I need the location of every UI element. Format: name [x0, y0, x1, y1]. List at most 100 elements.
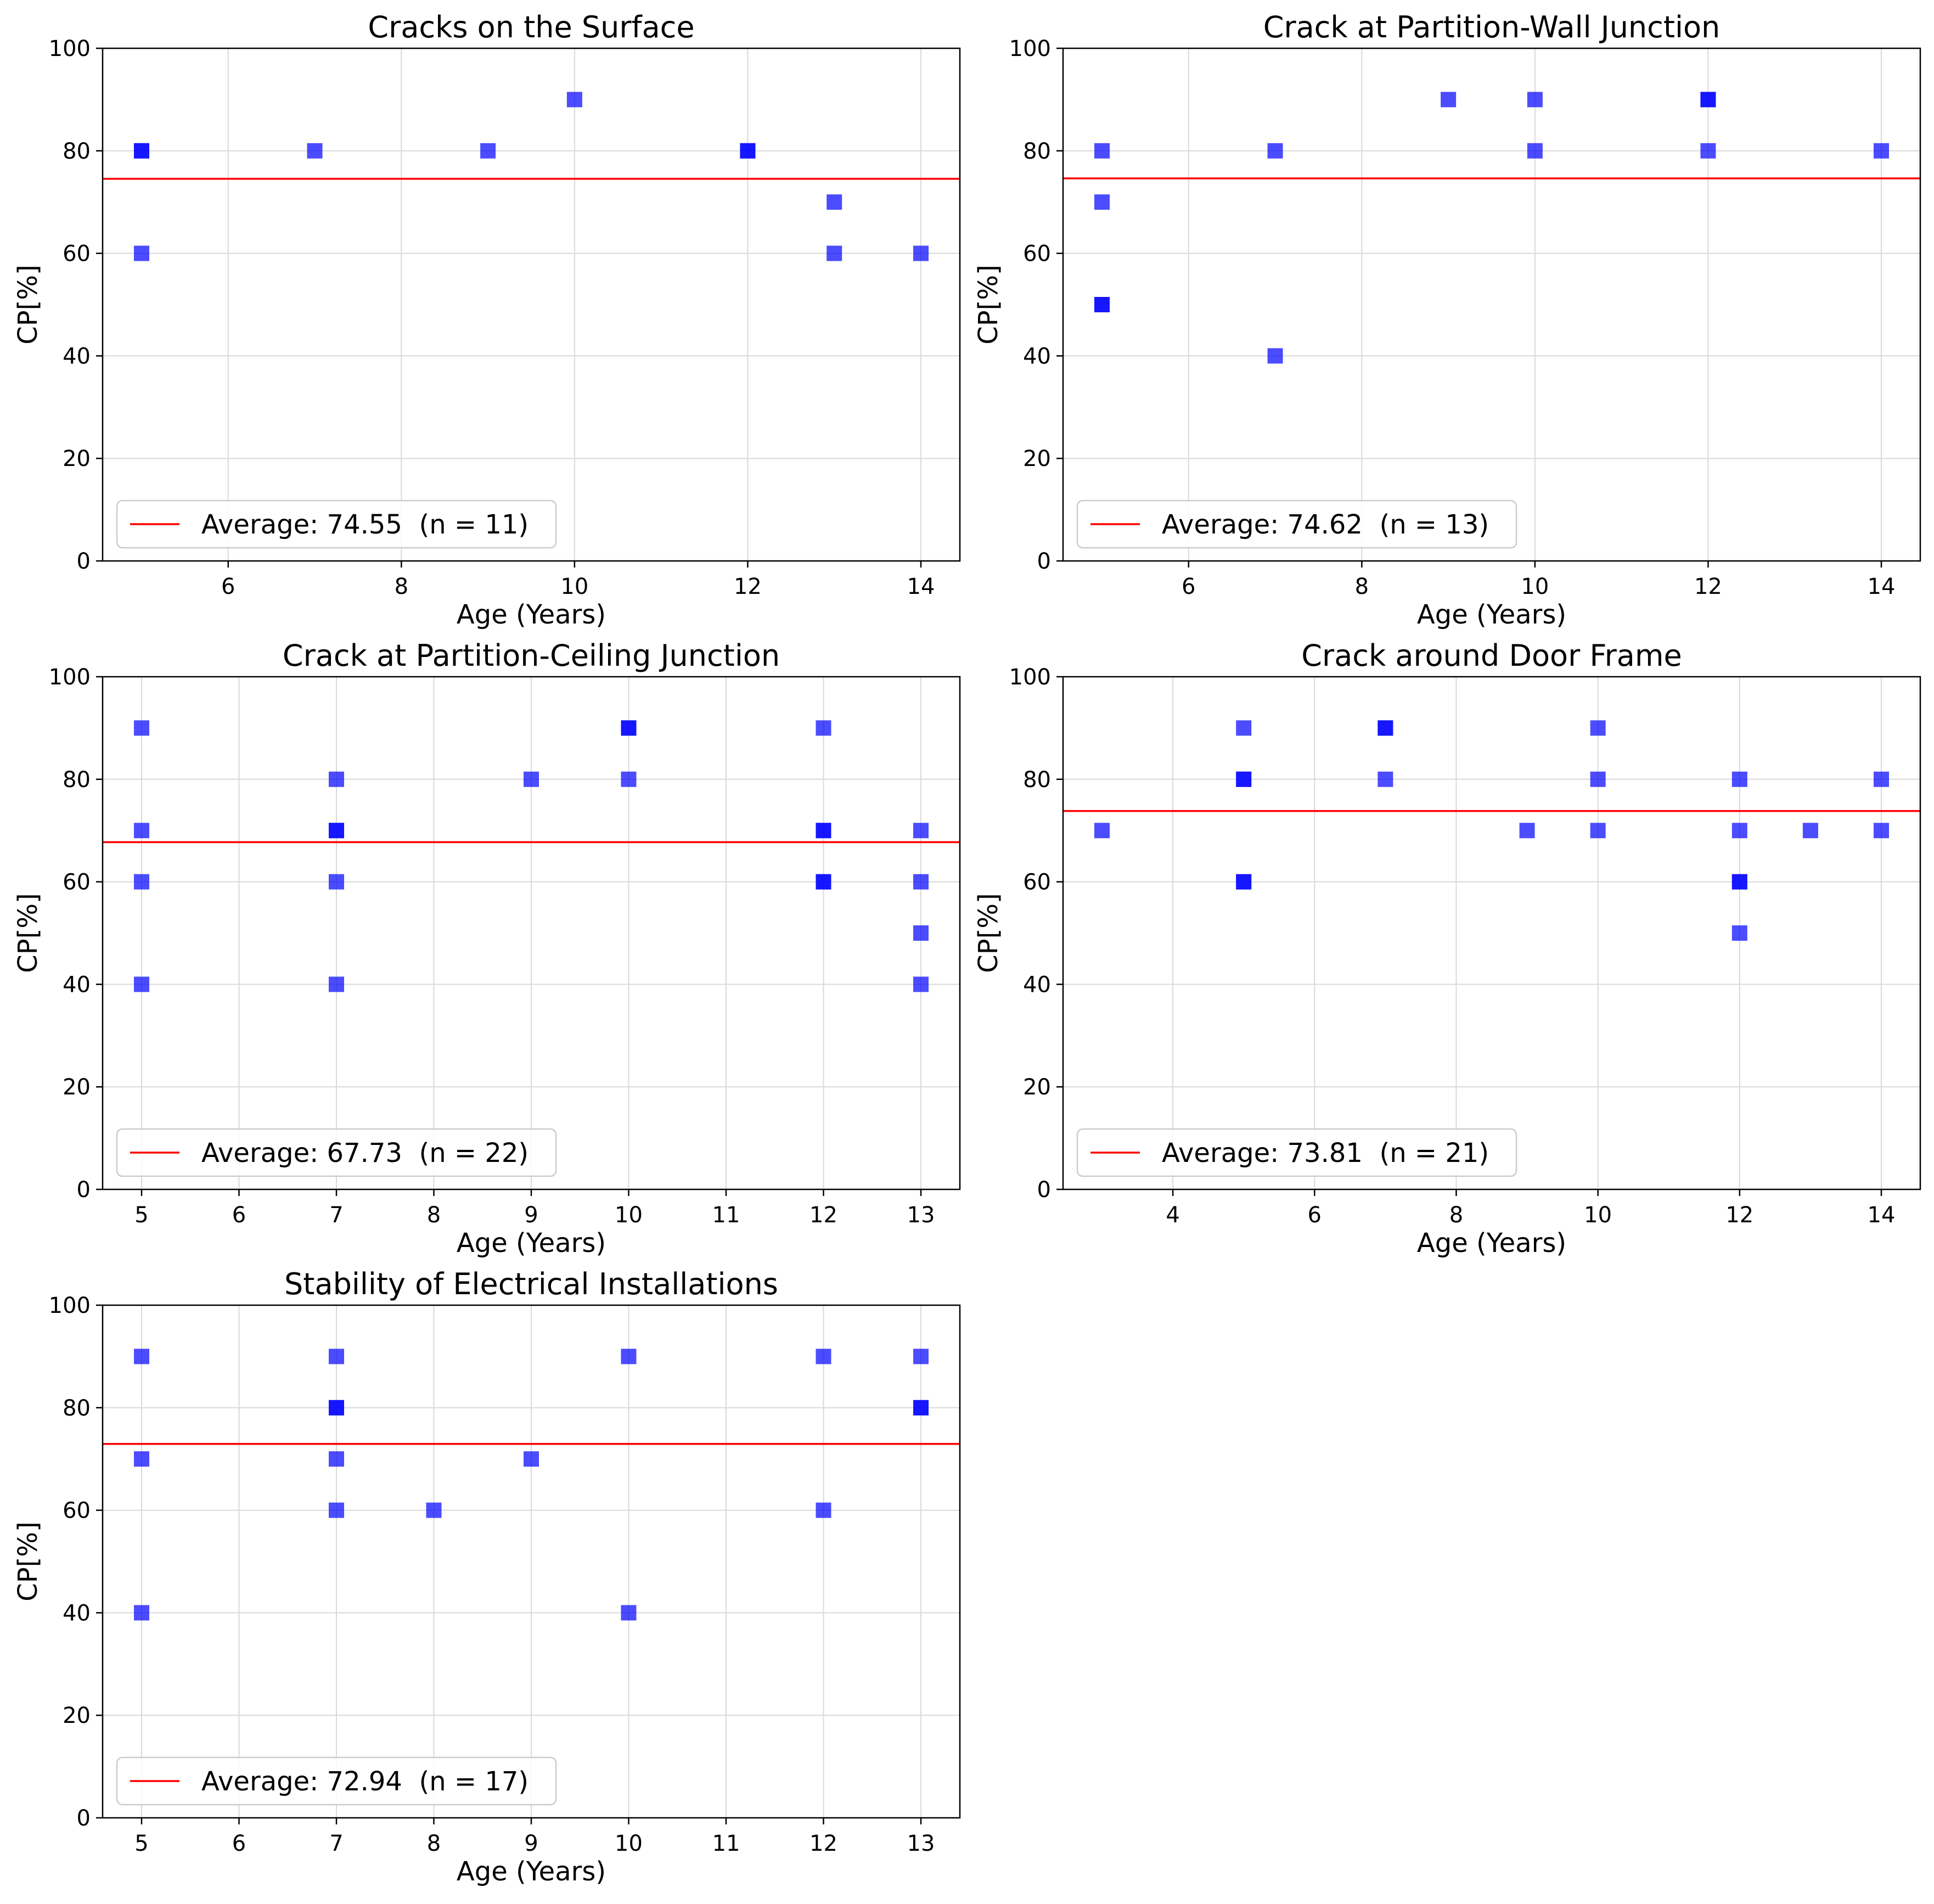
- x-tick-label: 8: [427, 1203, 441, 1228]
- x-tick-label: 11: [712, 1203, 740, 1228]
- legend-label: Average: 73.81 (n = 21): [1162, 1138, 1489, 1169]
- data-point: [134, 976, 149, 992]
- x-tick-label: 6: [1308, 1203, 1322, 1228]
- legend-box: [1076, 499, 1517, 549]
- x-axis-label: Age (Years): [457, 599, 606, 630]
- data-point: [816, 1349, 831, 1364]
- data-point: [913, 245, 929, 261]
- y-tick-label: 80: [1023, 139, 1051, 164]
- data-point: [1236, 771, 1252, 787]
- data-point: [329, 771, 344, 787]
- x-tick-label: 5: [134, 1203, 148, 1228]
- y-tick-label: 100: [1009, 665, 1051, 690]
- data-point: [1874, 823, 1889, 839]
- x-tick-label: 10: [615, 1831, 643, 1856]
- data-point: [1441, 92, 1457, 108]
- data-point: [913, 1400, 929, 1416]
- data-point: [1731, 823, 1747, 839]
- x-tick-label: 9: [524, 1831, 538, 1856]
- chart-panel: 0 20 40 60 80 100 5 6 7 8 9 10 11 12 13 Stability of El…: [13, 1267, 961, 1887]
- x-tick-label: 8: [1449, 1203, 1463, 1228]
- chart-panel: 0 20 40 60 80 100 6 8 10 12 14 Crack at Partition-W…: [973, 10, 1921, 630]
- x-tick-label: 5: [134, 1831, 148, 1856]
- x-axis-label: Age (Years): [1417, 1228, 1566, 1259]
- data-point: [1590, 771, 1606, 787]
- data-point: [426, 1502, 442, 1518]
- data-point: [329, 1502, 344, 1518]
- data-point: [621, 1349, 637, 1364]
- data-point: [1236, 720, 1252, 736]
- data-point: [827, 194, 842, 210]
- data-point: [1378, 771, 1393, 787]
- data-point: [134, 1605, 149, 1621]
- legend-label: Average: 72.94 (n = 17): [201, 1766, 529, 1797]
- y-tick-label: 20: [63, 446, 91, 471]
- data-point: [329, 823, 344, 839]
- legend-label: Average: 74.55 (n = 11): [201, 509, 529, 540]
- data-point: [134, 1451, 149, 1467]
- chart-panel: 0 20 40 60 80 100 5 6 7 8 9 10 11 12 13 Crack at Partit…: [13, 638, 961, 1259]
- chart-title: Crack around Door Frame: [1301, 638, 1682, 673]
- x-tick-label: 14: [907, 574, 935, 599]
- data-point: [329, 1400, 344, 1416]
- plot-frame: [1062, 47, 1921, 562]
- data-point: [134, 874, 149, 890]
- data-point: [816, 720, 831, 736]
- data-point: [913, 925, 929, 941]
- x-tick-label: 8: [1355, 574, 1369, 599]
- y-tick-label: 100: [49, 36, 91, 61]
- data-point: [1094, 143, 1110, 159]
- data-point: [1731, 925, 1747, 941]
- legend: Average: 67.73 (n = 22): [116, 1128, 557, 1177]
- x-tick-label: 8: [427, 1831, 441, 1856]
- data-point: [621, 720, 637, 736]
- data-point: [827, 245, 842, 261]
- y-tick-label: 0: [77, 549, 91, 574]
- data-point: [913, 874, 929, 890]
- x-tick-label: 12: [809, 1831, 837, 1856]
- x-tick-label: 6: [232, 1203, 246, 1228]
- legend-box: [116, 1756, 557, 1806]
- y-tick-label: 80: [63, 139, 91, 164]
- legend-label: Average: 67.73 (n = 22): [201, 1138, 529, 1169]
- data-point: [134, 245, 149, 261]
- data-point: [1267, 143, 1283, 159]
- data-point: [134, 1349, 149, 1364]
- data-point: [1094, 823, 1110, 839]
- data-point: [329, 1349, 344, 1364]
- data-point: [1802, 823, 1818, 839]
- x-tick-label: 6: [221, 574, 235, 599]
- x-axis-label: Age (Years): [457, 1856, 606, 1887]
- data-point: [329, 976, 344, 992]
- chart-panel: 0 20 40 60 80 100 6 8 10 12 14 Cracks on the Surfac…: [13, 10, 961, 630]
- y-tick-label: 60: [63, 1498, 91, 1524]
- chart-title: Crack at Partition-Wall Junction: [1263, 10, 1721, 44]
- x-tick-label: 13: [907, 1203, 935, 1228]
- y-tick-label: 100: [49, 665, 91, 690]
- x-tick-label: 12: [1694, 574, 1722, 599]
- data-point: [1590, 720, 1606, 736]
- y-axis-label: CP[%]: [13, 1521, 43, 1602]
- legend-label: Average: 74.62 (n = 13): [1162, 509, 1489, 540]
- legend-box: [116, 499, 557, 549]
- data-point: [816, 1502, 831, 1518]
- y-tick-label: 80: [1023, 767, 1051, 793]
- y-tick-label: 40: [1023, 344, 1051, 369]
- data-point: [524, 1451, 539, 1467]
- y-tick-label: 60: [63, 870, 91, 895]
- x-tick-label: 11: [712, 1831, 740, 1856]
- y-tick-label: 100: [1009, 36, 1051, 61]
- data-point: [1094, 194, 1110, 210]
- legend: Average: 73.81 (n = 21): [1076, 1128, 1517, 1177]
- y-axis-label: CP[%]: [973, 893, 1004, 973]
- data-point: [566, 92, 582, 108]
- data-point: [1519, 823, 1535, 839]
- data-point: [913, 1349, 929, 1364]
- data-point: [1874, 771, 1889, 787]
- y-tick-label: 40: [63, 1600, 91, 1626]
- legend: Average: 74.62 (n = 13): [1076, 499, 1517, 549]
- legend-box: [1076, 1128, 1517, 1177]
- data-point: [134, 720, 149, 736]
